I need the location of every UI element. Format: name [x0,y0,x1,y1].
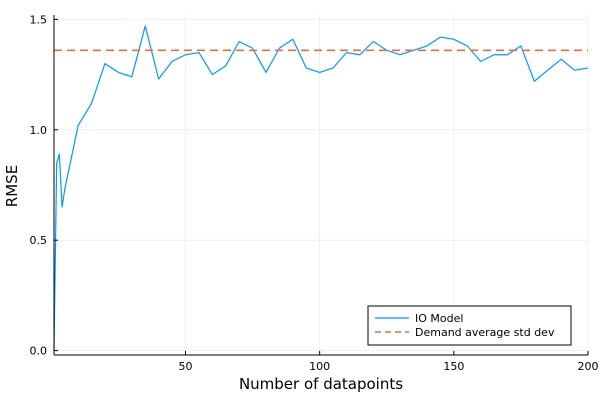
x-tick-label-0: 50 [178,360,192,373]
x-tick-label-2: 150 [443,360,464,373]
axes [53,15,589,356]
legend-label-demand-std-dev: Demand average std dev [415,326,555,339]
legend: IO Model Demand average std dev [367,305,572,346]
series-layer [53,25,589,351]
y-tick-label-2: 1.0 [30,124,48,137]
gridlines [54,15,589,355]
legend-label-io-model: IO Model [415,312,463,325]
legend-box [367,305,572,346]
x-tick-label-1: 100 [309,360,330,373]
y-tick-label-3: 1.5 [30,13,48,26]
y-tick-label-0: 0.0 [30,345,48,358]
x-axis-title: Number of datapoints [239,375,403,393]
x-tick-label-3: 200 [578,360,599,373]
tick-labels: 50 100 150 200 0.0 0.5 1.0 1.5 [30,13,599,373]
series-line-0 [53,25,589,351]
y-axis-title: RMSE [3,165,21,207]
y-tick-label-1: 0.5 [30,234,48,247]
